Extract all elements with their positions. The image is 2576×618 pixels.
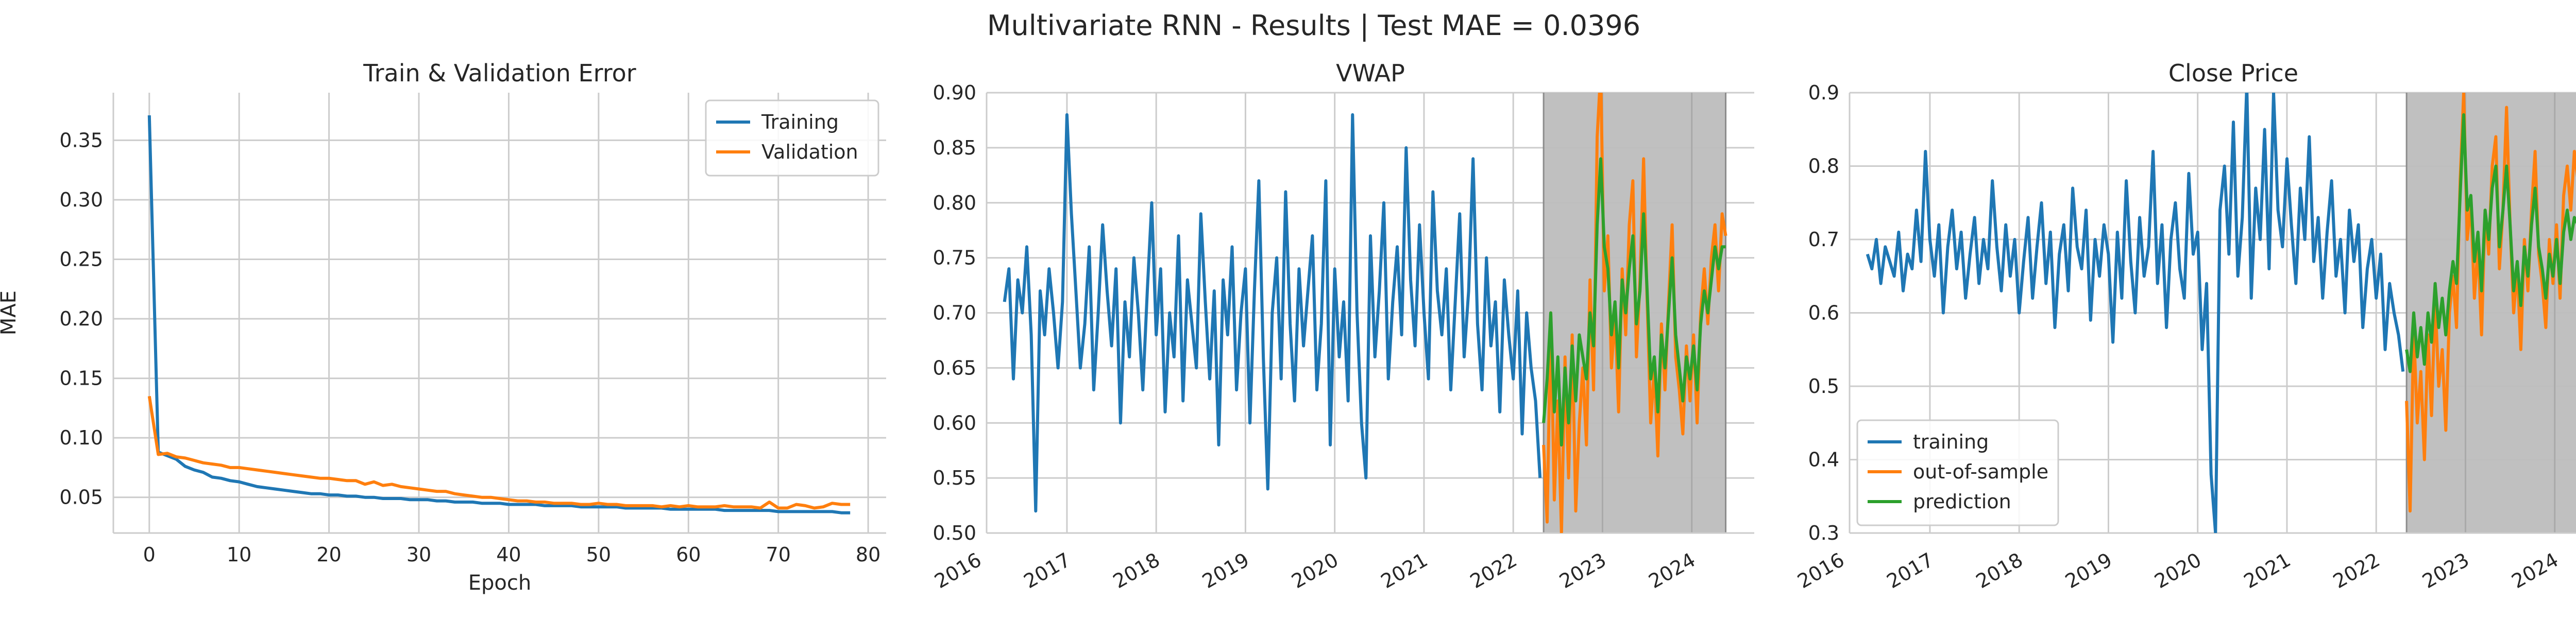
x-tick-label: 2020 — [1287, 548, 1342, 593]
x-tick-label: 2021 — [1377, 548, 1432, 593]
y-tick-label: 0.05 — [59, 486, 103, 509]
legend: Training Validation — [705, 99, 879, 177]
series-line-training — [147, 115, 851, 514]
y-tick-label: 0.3 — [1808, 522, 1839, 544]
series-line-validation — [147, 396, 851, 510]
series-line-training — [1003, 113, 1542, 513]
x-tick-label: 2016 — [1793, 548, 1848, 593]
x-tick-label: 2023 — [1555, 548, 1610, 593]
panel-title: Close Price — [2168, 59, 2298, 87]
y-tick-label: 0.6 — [1808, 302, 1839, 324]
legend-label: training — [1913, 431, 1989, 453]
series-line-training — [1866, 93, 2405, 533]
x-tick-label: 2018 — [1972, 548, 2027, 593]
y-tick-label: 0.90 — [933, 81, 976, 104]
series-group — [1866, 93, 2576, 533]
legend-label: Validation — [761, 141, 858, 163]
series-line-prediction — [1542, 157, 1726, 447]
series-group — [147, 115, 851, 514]
legend-label: Training — [761, 111, 839, 133]
x-tick-label: 10 — [227, 543, 251, 566]
y-tick-label: 0.50 — [933, 522, 976, 544]
y-tick-label: 0.20 — [59, 307, 103, 330]
x-tick-label: 2019 — [2061, 548, 2116, 593]
x-tick-label: 2021 — [2240, 548, 2295, 593]
y-tick-label: 0.65 — [933, 356, 976, 379]
y-tick-label: 0.60 — [933, 411, 976, 434]
y-tick-label: 0.7 — [1808, 228, 1839, 251]
x-tick-label: 2024 — [2507, 548, 2562, 593]
x-tick-label: 40 — [496, 543, 521, 566]
legend: training out-of-sample prediction — [1856, 419, 2059, 526]
y-tick-label: 0.25 — [59, 248, 103, 271]
figure-title: Multivariate RNN - Results | Test MAE = … — [987, 9, 1640, 42]
y-tick-label: 0.5 — [1808, 375, 1839, 398]
x-tick-label: 50 — [586, 543, 611, 566]
legend-box — [1856, 419, 2059, 526]
x-tick-label: 70 — [766, 543, 791, 566]
x-tick-label: 2020 — [2150, 548, 2205, 593]
panel-title: VWAP — [1336, 59, 1405, 87]
x-tick-label: 2022 — [1466, 548, 1521, 593]
y-tick-label: 0.75 — [933, 247, 976, 269]
y-tick-label: 0.4 — [1808, 449, 1839, 471]
x-tick-label: 20 — [316, 543, 341, 566]
series-group — [1003, 93, 1727, 533]
legend-box — [705, 99, 879, 177]
y-axis-label: MAE — [0, 290, 21, 335]
x-tick-label: 2022 — [2329, 548, 2384, 593]
x-tick-label: 2017 — [1883, 548, 1938, 593]
y-tick-label: 0.10 — [59, 426, 103, 449]
panel-vwap: 0.50 0.55 0.60 0.65 0.70 0.75 0.80 0.85 0.90 2016… — [930, 59, 1754, 593]
panel-close-price: 0.3 0.4 0.5 0.6 0.7 0.8 0.9 2016 2017 2018 2019 202… — [1793, 59, 2576, 593]
y-tick-label: 0.80 — [933, 192, 976, 214]
y-tick-label: 0.15 — [59, 367, 103, 390]
x-tick-label: 30 — [406, 543, 431, 566]
x-tick-label: 60 — [676, 543, 701, 566]
y-tick-label: 0.35 — [59, 129, 103, 151]
y-tick-label: 0.9 — [1808, 81, 1839, 104]
x-tick-label: 2024 — [1645, 548, 1699, 593]
x-tick-label: 2023 — [2418, 548, 2473, 593]
x-tick-label: 2019 — [1198, 548, 1253, 593]
y-tick-label: 0.70 — [933, 302, 976, 324]
y-tick-label: 0.85 — [933, 136, 976, 159]
x-tick-label: 2016 — [930, 548, 985, 593]
y-tick-label: 0.8 — [1808, 155, 1839, 178]
legend-label: out-of-sample — [1913, 460, 2048, 483]
x-axis-label: Epoch — [468, 571, 531, 595]
x-tick-label: 2018 — [1109, 548, 1164, 593]
x-tick-label: 0 — [143, 543, 156, 566]
x-tick-label: 2017 — [1020, 548, 1075, 593]
series-line-prediction — [2405, 113, 2576, 373]
x-tick-label: 80 — [856, 543, 880, 566]
panel-train-validation-error: 0.05 0.10 0.15 0.20 0.25 0.30 0.35 0 10 20 30 40 50 6… — [0, 59, 886, 595]
legend-label: prediction — [1913, 490, 2011, 513]
y-tick-label: 0.55 — [933, 467, 976, 489]
panel-title: Train & Validation Error — [363, 59, 636, 87]
y-tick-label: 0.30 — [59, 188, 103, 211]
